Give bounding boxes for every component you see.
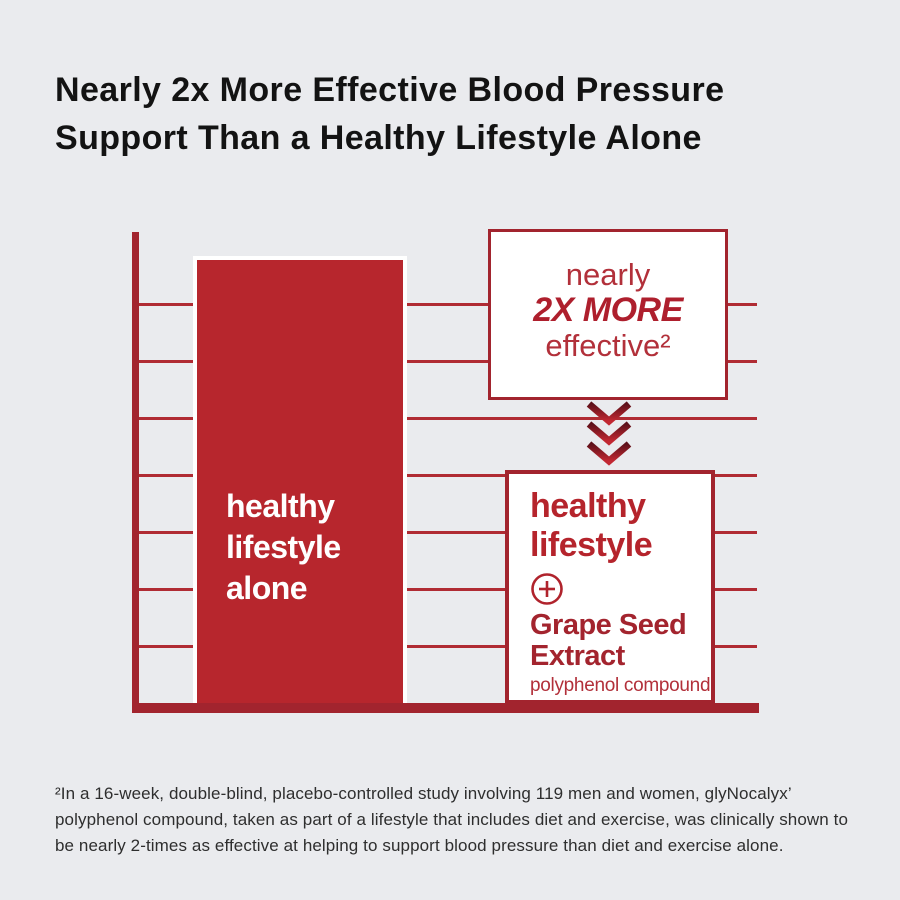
- callout-box: nearly 2X MORE effective²: [488, 229, 728, 400]
- gridline: [136, 645, 757, 648]
- combo-healthy-lifestyle: healthy lifestyle: [530, 487, 653, 564]
- bar-label: healthy lifestyle alone: [226, 488, 341, 606]
- footnote: ²In a 16-week, double-blind, placebo-con…: [55, 784, 849, 855]
- plus-circle-icon: [530, 572, 711, 606]
- gridline: [136, 417, 757, 420]
- x-axis: [132, 703, 759, 713]
- callout-line-effective: effective²: [545, 328, 671, 363]
- bar-healthy-lifestyle-alone: healthy lifestyle alone: [193, 256, 407, 706]
- gridline: [136, 588, 757, 591]
- gridline: [136, 474, 757, 477]
- gridline: [136, 360, 757, 363]
- callout-line-nearly: nearly: [565, 257, 651, 292]
- page-title: Nearly 2x More Effective Blood Pressure …: [55, 71, 725, 157]
- combo-grape-seed-extract: Grape Seed Extract: [530, 609, 687, 672]
- callout-line-2x-more: 2X MORE: [533, 291, 683, 329]
- gridline: [136, 303, 757, 306]
- y-axis: [132, 232, 139, 713]
- combo-polyphenol-compound: polyphenol compound: [530, 675, 711, 696]
- gridline: [136, 531, 757, 534]
- chevron-down-icon: [586, 401, 632, 466]
- combination-box: healthy lifestyle Grape Seed Extract pol…: [505, 470, 715, 704]
